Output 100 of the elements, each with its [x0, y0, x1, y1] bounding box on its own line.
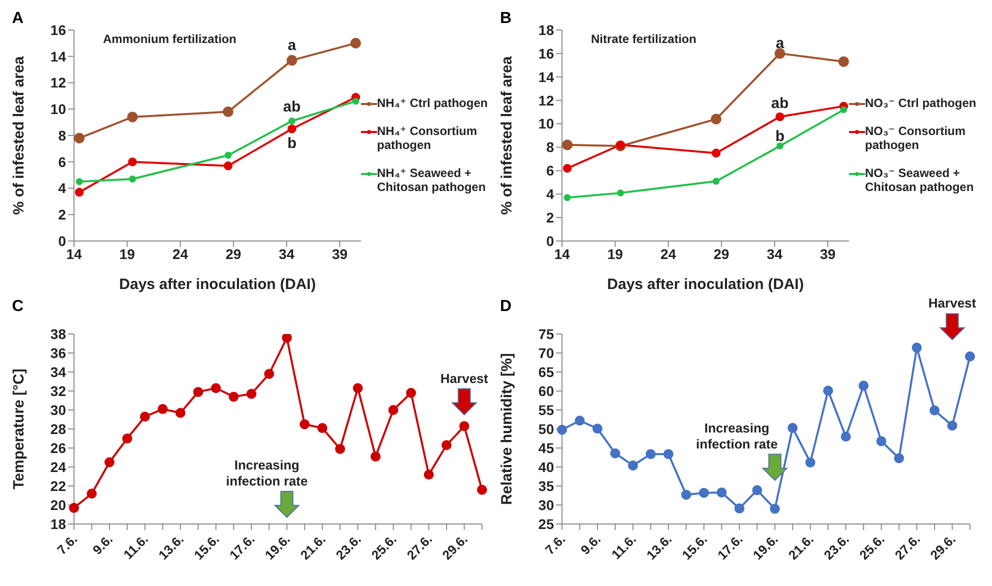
point — [228, 392, 239, 402]
point — [406, 388, 416, 398]
point — [876, 436, 886, 446]
y-tick-label: 32 — [50, 382, 66, 399]
point — [698, 488, 709, 498]
y-tick-label: 6 — [58, 154, 66, 170]
annotation: Ammonium fertilization — [103, 32, 236, 46]
y-tick-label: 30 — [538, 496, 554, 513]
point — [965, 351, 975, 362]
point — [752, 485, 762, 496]
point — [335, 444, 346, 454]
point — [894, 453, 904, 464]
point — [128, 176, 136, 183]
annotation: ab — [283, 98, 301, 116]
point — [442, 440, 452, 450]
y-tick-label: 2 — [58, 206, 66, 223]
point — [681, 490, 692, 500]
y-tick-label: 12 — [538, 92, 554, 108]
x-tick-label: 9.6. — [578, 532, 604, 558]
x-tick-label: 19 — [119, 246, 136, 262]
y-tick-label: 14 — [538, 68, 554, 85]
y-tick-label: 18 — [538, 22, 554, 38]
point — [823, 386, 834, 396]
y-tick-label: 65 — [538, 364, 554, 380]
y-tick-label: 55 — [538, 402, 554, 418]
point — [805, 457, 816, 468]
y-axis-title: Relative humidity [%] — [498, 353, 516, 505]
point — [646, 449, 656, 460]
annotation: b — [775, 128, 784, 145]
y-tick-label: 60 — [538, 382, 554, 399]
point — [858, 380, 869, 391]
point — [288, 124, 296, 134]
point — [300, 419, 310, 430]
point — [574, 416, 585, 426]
y-tick-label: 6 — [546, 162, 554, 179]
y-tick-label: 16 — [538, 45, 554, 62]
y-tick-label: 18 — [50, 516, 66, 532]
point — [712, 178, 720, 185]
point — [224, 161, 233, 170]
x-tick-label: 19 — [607, 246, 624, 262]
point — [286, 55, 298, 66]
point — [663, 449, 674, 460]
chart-title: B — [500, 10, 512, 28]
point — [352, 98, 360, 105]
y-axis-title: % of infested leaf area — [10, 56, 28, 215]
point — [76, 178, 83, 186]
x-tick-label: 24 — [172, 246, 188, 262]
annotation: b — [287, 135, 296, 152]
point — [140, 412, 150, 422]
point — [74, 188, 84, 197]
legend-label: NO₃⁻ Ctrl pathogen — [865, 96, 976, 110]
point — [562, 164, 572, 173]
point — [776, 142, 784, 150]
point — [288, 117, 296, 124]
point — [264, 368, 274, 379]
annotation: a — [776, 34, 785, 52]
y-tick-label: 4 — [58, 180, 66, 196]
point — [158, 404, 168, 414]
y-tick-label: 8 — [58, 127, 66, 144]
legend-label: NO₃⁻ Consortium pathogen — [865, 124, 967, 152]
point — [104, 457, 114, 468]
x-tick-label: 9.6. — [90, 532, 116, 558]
y-tick-label: 45 — [538, 440, 554, 456]
point — [246, 388, 256, 399]
point — [175, 408, 186, 418]
point — [370, 452, 381, 462]
point — [710, 114, 722, 124]
x-tick-label: 39 — [332, 246, 348, 262]
point — [947, 420, 958, 431]
point — [840, 432, 851, 442]
point — [562, 140, 573, 150]
point — [628, 460, 638, 470]
point — [930, 405, 940, 416]
point — [127, 112, 138, 122]
point — [734, 503, 744, 514]
y-tick-label: 0 — [58, 232, 66, 249]
x-tick-label: 39 — [820, 246, 836, 262]
point — [564, 194, 571, 202]
point — [282, 334, 292, 343]
y-tick-label: 34 — [50, 364, 66, 380]
y-tick-label: 70 — [538, 344, 554, 361]
y-tick-label: 40 — [538, 458, 554, 475]
point — [770, 504, 780, 514]
point — [352, 383, 363, 394]
y-tick-label: 16 — [50, 22, 66, 38]
point — [74, 132, 85, 144]
y-tick-label: 75 — [538, 326, 554, 342]
point — [210, 383, 221, 394]
point — [712, 148, 721, 158]
point — [350, 38, 361, 48]
point — [128, 157, 137, 166]
legend-label: NH₄⁺ Ctrl pathogen — [377, 96, 488, 110]
annotation: Nitrate fertilization — [591, 32, 696, 46]
x-axis-title: Days after inoculation (DAI) — [119, 276, 316, 293]
y-axis-title: % of infested leaf area — [498, 56, 516, 215]
point — [774, 48, 786, 59]
annotation: a — [288, 37, 297, 54]
y-tick-label: 20 — [50, 496, 66, 513]
y-tick-label: 2 — [546, 210, 554, 226]
point — [69, 502, 79, 513]
